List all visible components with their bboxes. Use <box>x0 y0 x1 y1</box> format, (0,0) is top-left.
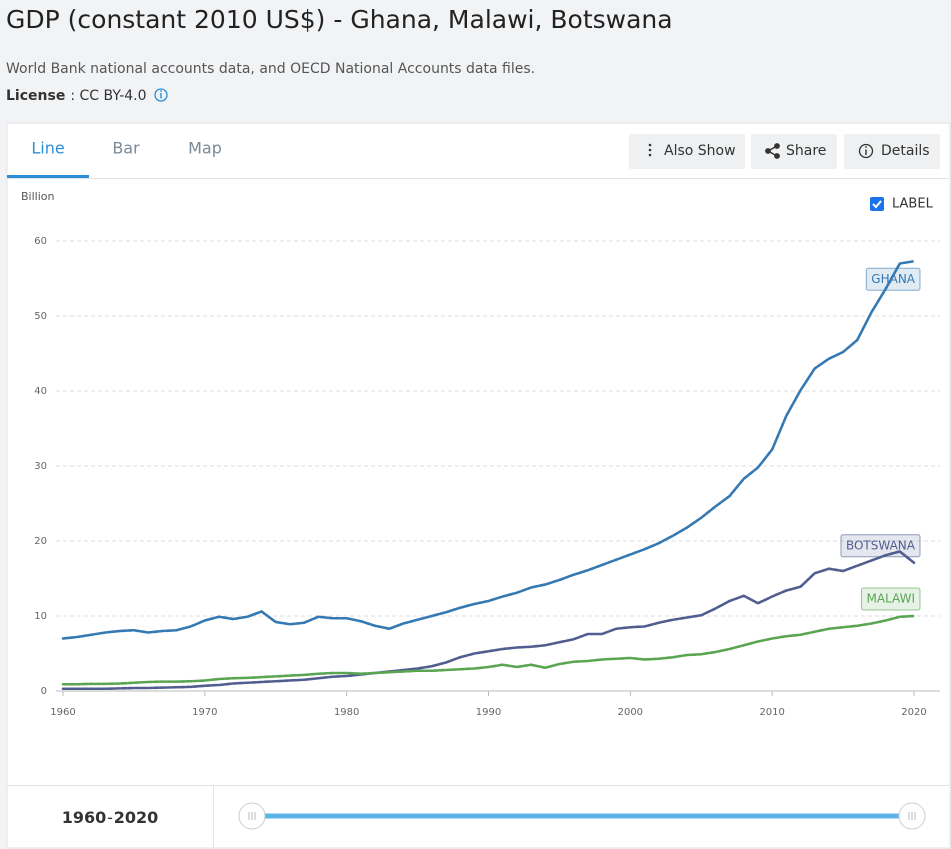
y-tick-label: 20 <box>34 536 47 547</box>
x-tick-label: 2010 <box>759 707 784 718</box>
button-label: Details <box>881 143 930 159</box>
tab[interactable]: Line <box>31 139 64 158</box>
info-icon[interactable] <box>154 88 168 102</box>
details-button[interactable] <box>844 134 940 169</box>
series-line <box>61 614 916 686</box>
x-tick-label: 2020 <box>901 707 926 718</box>
also-show-icon <box>648 143 652 157</box>
x-tick-label: 1990 <box>476 707 501 718</box>
y-tick-label: 40 <box>34 386 47 397</box>
card <box>6 122 951 849</box>
range-label: 1960-2020 <box>62 808 159 827</box>
range-separator: - <box>107 808 113 827</box>
tab[interactable]: Bar <box>112 139 140 158</box>
series-label-box <box>865 267 921 291</box>
license: License : CC BY-4.0 <box>6 88 147 104</box>
slider-handle[interactable] <box>238 802 266 830</box>
share-icon <box>765 143 780 159</box>
series-label: MALAWI <box>867 592 915 606</box>
series-label-box <box>861 587 921 611</box>
label-toggle: LABEL <box>892 197 934 212</box>
y-tick-label: 0 <box>41 686 47 697</box>
license-text: : CC BY-4.0 <box>70 88 146 104</box>
button-label: Share <box>786 143 826 159</box>
details-icon <box>858 143 874 159</box>
series-label: BOTSWANA <box>846 538 916 552</box>
x-tick-label: 1970 <box>192 707 217 718</box>
x-tick-label: 1960 <box>50 707 75 718</box>
slider-handle[interactable] <box>898 802 926 830</box>
range-end: 2020 <box>114 808 159 827</box>
tab[interactable]: Map <box>188 139 222 158</box>
share-button[interactable] <box>751 134 837 169</box>
y-tick-label: 30 <box>34 461 47 472</box>
y-tick-label: 60 <box>34 236 47 247</box>
series-label-box <box>840 534 921 558</box>
y-tick-label: 10 <box>34 611 47 622</box>
label-checkbox[interactable] <box>870 197 884 211</box>
series-line <box>61 550 916 691</box>
source: World Bank national accounts data, and O… <box>6 61 535 77</box>
series-line <box>61 259 916 640</box>
x-tick-label: 2000 <box>618 707 643 718</box>
y-unit: Billion <box>21 190 55 203</box>
series-label: GHANA <box>871 272 916 286</box>
page-title: GDP (constant 2010 US$) - Ghana, Malawi,… <box>6 5 673 34</box>
also-show-button[interactable] <box>629 134 745 169</box>
button-label: Also Show <box>664 143 736 159</box>
y-tick-label: 50 <box>34 311 47 322</box>
license-label: License <box>6 88 65 104</box>
tab-underline <box>7 175 89 178</box>
x-tick-label: 1980 <box>334 707 359 718</box>
range-start: 1960 <box>62 808 107 827</box>
